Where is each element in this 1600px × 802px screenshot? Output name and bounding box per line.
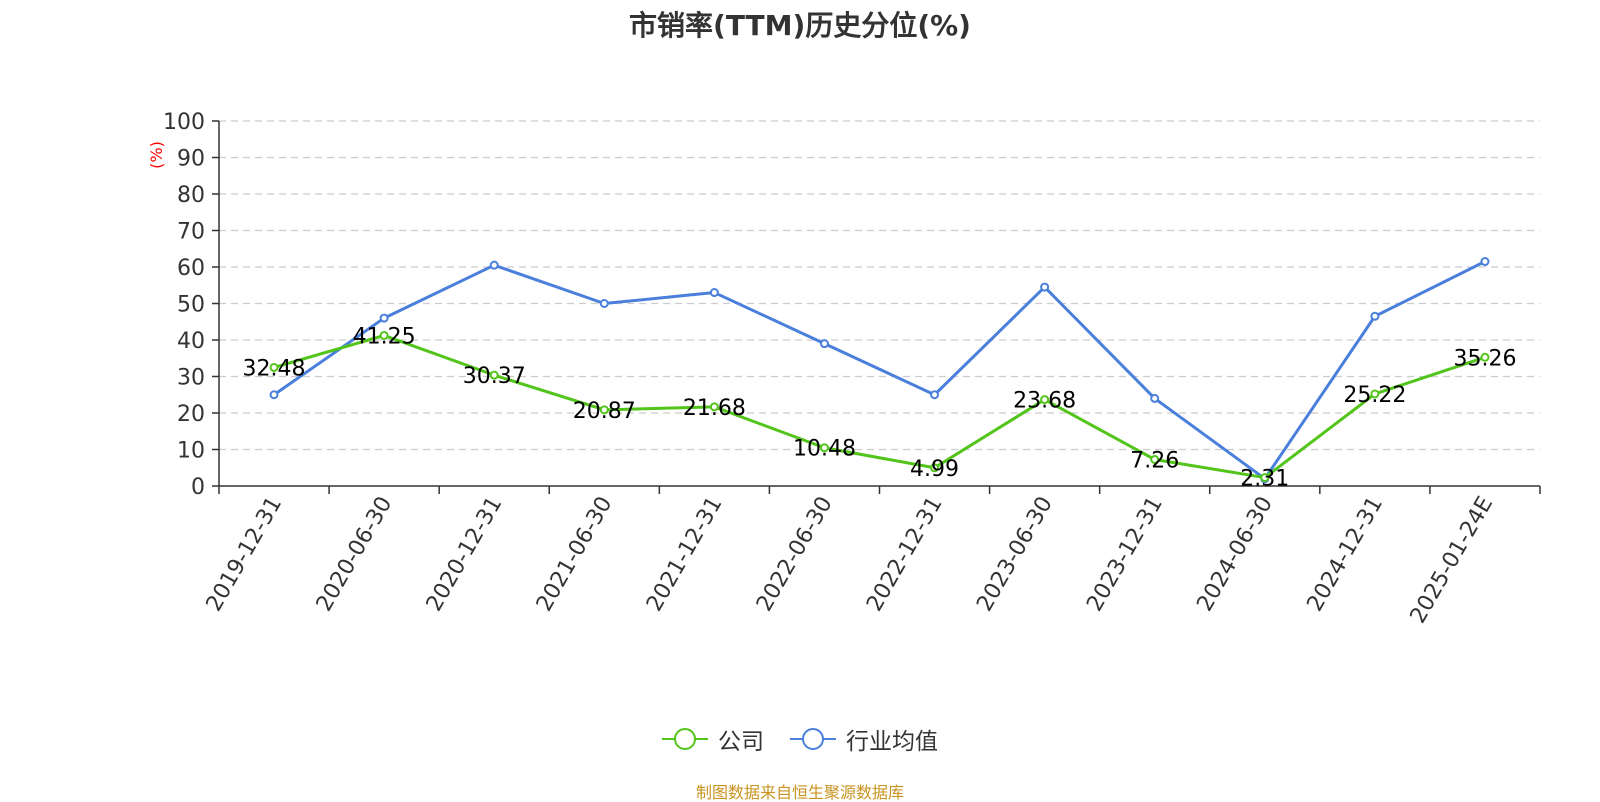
company-data-label: 20.87 xyxy=(573,399,636,424)
series-line-industry xyxy=(273,260,1486,481)
company-data-label: 41.25 xyxy=(353,324,416,349)
industry-point xyxy=(1150,393,1160,403)
company-point xyxy=(1370,389,1380,399)
x-tick-label: 2024-06-30 xyxy=(1192,493,1278,616)
industry-point xyxy=(1370,311,1380,321)
company-point xyxy=(930,463,940,473)
company-data-label: 21.68 xyxy=(683,396,746,421)
y-tick-label: 50 xyxy=(177,293,205,318)
x-tick-label: 2019-12-31 xyxy=(202,493,288,616)
legend-item-company[interactable]: 公司 xyxy=(662,722,764,756)
y-tick-label: 30 xyxy=(177,366,205,391)
company-data-label: 7.26 xyxy=(1130,449,1179,474)
industry-point xyxy=(709,288,719,298)
legend-label-industry: 行业均值 xyxy=(846,729,938,755)
grid-lines xyxy=(219,120,1540,451)
x-tick-label: 2023-12-31 xyxy=(1082,493,1168,616)
industry-point xyxy=(819,339,829,349)
company-data-label: 25.22 xyxy=(1343,383,1406,408)
company-point xyxy=(709,402,719,412)
y-tick-label: 80 xyxy=(177,183,205,208)
company-data-label: 4.99 xyxy=(910,457,959,482)
y-tick-label: 90 xyxy=(177,147,205,172)
company-point xyxy=(599,405,609,415)
y-tick-label: 40 xyxy=(177,329,205,354)
x-tick-label: 2020-12-31 xyxy=(422,493,508,616)
x-tick-label: 2021-12-31 xyxy=(642,493,728,616)
y-tick-label: 100 xyxy=(163,110,205,135)
x-tick-label: 2022-12-31 xyxy=(862,493,948,616)
x-tick-label: 2022-06-30 xyxy=(752,493,838,616)
x-tick-label: 2023-06-30 xyxy=(972,493,1058,616)
y-tick-label: 60 xyxy=(177,256,205,281)
legend: 公司 行业均值 xyxy=(0,722,1600,756)
x-tick-label: 2021-06-30 xyxy=(532,493,618,616)
company-data-label: 10.48 xyxy=(793,437,856,462)
y-tick-label: 70 xyxy=(177,220,205,245)
company-data-label: 30.37 xyxy=(463,364,526,389)
series-line-company xyxy=(273,333,1486,480)
company-point xyxy=(269,362,279,372)
data-labels: 32.48 41.25 30.37 20.87 21.68 10.48 4.99 23.68 7… xyxy=(243,324,1517,491)
x-tick-label: 2025-01-24E xyxy=(1406,493,1499,628)
industry-point xyxy=(489,260,499,270)
company-data-label: 2.31 xyxy=(1240,467,1289,492)
company-point xyxy=(819,443,829,453)
x-tick-label: 2024-12-31 xyxy=(1302,493,1388,616)
industry-point xyxy=(269,390,279,400)
y-axis-unit-label: (%) xyxy=(147,141,166,169)
series-layer xyxy=(269,257,1490,484)
company-data-label: 23.68 xyxy=(1013,389,1076,414)
company-point xyxy=(1040,395,1050,405)
company-data-label: 32.48 xyxy=(243,356,306,381)
chart-title: 市销率(TTM)历史分位(%) xyxy=(629,9,971,42)
industry-point xyxy=(1040,282,1050,292)
company-point xyxy=(1480,352,1490,362)
company-point xyxy=(1150,455,1160,465)
industry-point xyxy=(1480,257,1490,267)
company-point xyxy=(489,370,499,380)
y-tick-label: 0 xyxy=(191,475,205,500)
industry-point xyxy=(930,390,940,400)
industry-legend-icon xyxy=(790,728,836,750)
legend-label-company: 公司 xyxy=(718,729,764,755)
legend-item-industry[interactable]: 行业均值 xyxy=(790,722,938,756)
x-tick-label: 2020-06-30 xyxy=(312,493,398,616)
company-data-label: 35.26 xyxy=(1453,346,1516,371)
axes: 0 10 20 30 40 50 60 70 80 90 100 (%) 2019-12-31 2020-… xyxy=(147,110,1541,628)
y-tick-label: 20 xyxy=(177,402,205,427)
data-source-note: 制图数据来自恒生聚源数据库 xyxy=(695,783,904,802)
company-point xyxy=(1260,473,1270,483)
y-tick-label: 10 xyxy=(177,439,205,464)
industry-point xyxy=(379,313,389,323)
company-point xyxy=(379,330,389,340)
industry-point xyxy=(599,299,609,308)
company-legend-icon xyxy=(662,728,708,750)
